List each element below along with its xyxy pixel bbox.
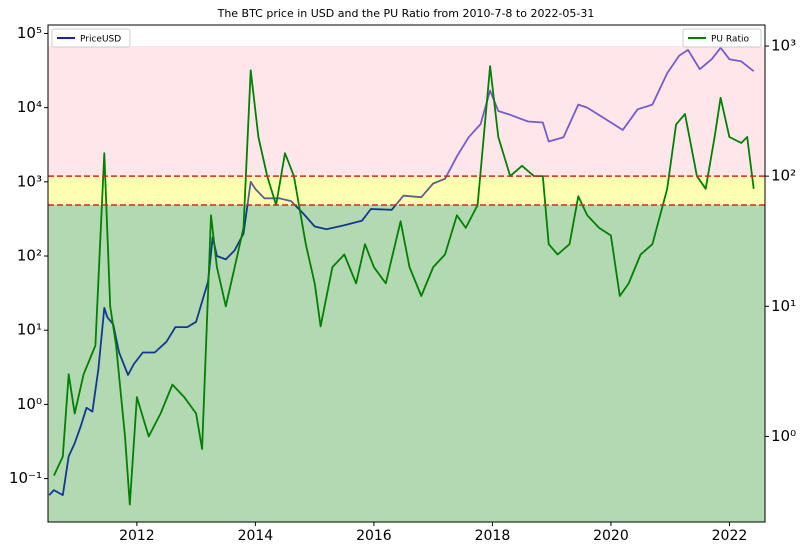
chart-title: The BTC price in USD and the PU Ratio fr…: [217, 7, 595, 20]
series-line: [53, 65, 755, 506]
y-tick-label: 10⁰: [17, 395, 42, 413]
band: [48, 46, 765, 177]
y-tick-label: 10²: [17, 247, 42, 265]
plot-layer: [53, 65, 755, 506]
y-tick-label: 10⁵: [17, 24, 42, 42]
y2-tick-label: 10¹: [771, 297, 796, 315]
x-tick-label: 2022: [712, 528, 748, 544]
legend-label: PriceUSD: [80, 35, 121, 45]
x-tick-label: 2016: [356, 528, 392, 544]
y2-tick-label: 10⁰: [771, 427, 796, 445]
legend-label: PU Ratio: [711, 35, 749, 45]
plot-layer: [48, 46, 765, 522]
y-tick-label: 10⁻¹: [9, 469, 42, 487]
x-tick-label: 2014: [238, 528, 274, 544]
y-tick-label: 10¹: [17, 321, 42, 339]
y-tick-label: 10⁴: [17, 98, 42, 116]
y-tick-label: 10³: [17, 172, 42, 190]
legend-box: [682, 28, 762, 48]
y2-tick-label: 10³: [771, 37, 796, 55]
plot-frame: [47, 24, 766, 523]
y2-tick-label: 10²: [771, 167, 796, 185]
band: [48, 176, 765, 206]
x-tick-label: 2012: [119, 528, 155, 544]
x-tick-label: 2018: [475, 528, 511, 544]
legend-box: [51, 28, 131, 48]
band: [48, 205, 765, 522]
x-tick-label: 2020: [593, 528, 629, 544]
